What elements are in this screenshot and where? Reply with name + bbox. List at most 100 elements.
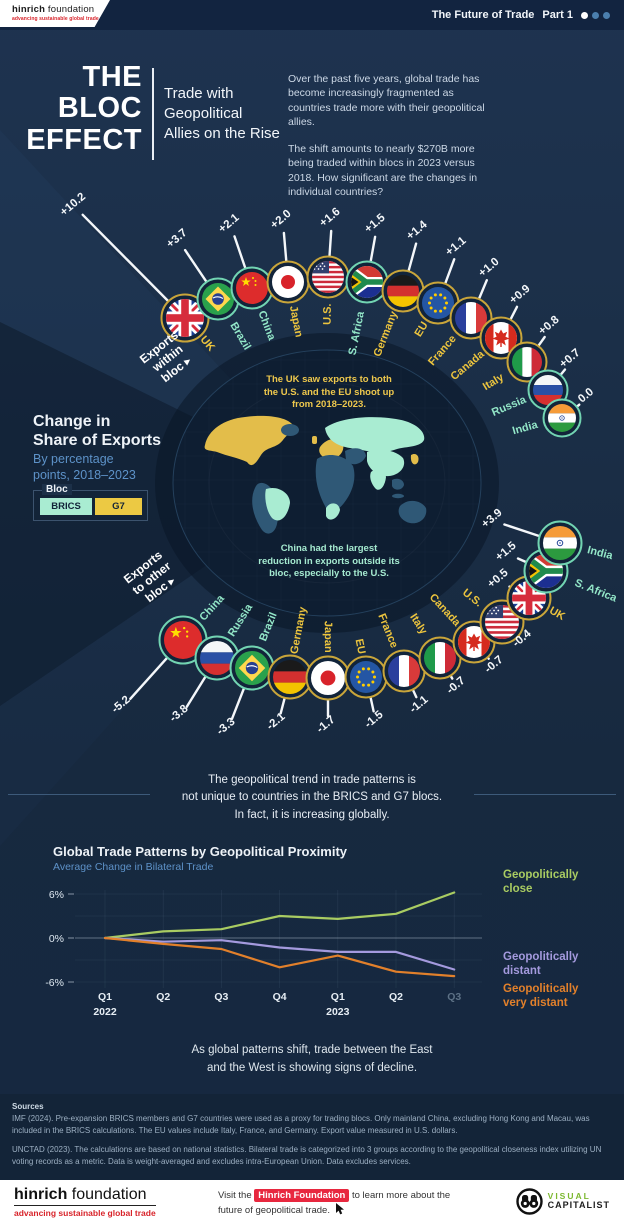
within-bloc-value-za: +1.5 — [363, 211, 389, 235]
series-line-2 — [103, 936, 456, 978]
other-bloc-node-fr[interactable] — [382, 649, 426, 693]
within-bloc-node-ca[interactable] — [479, 316, 523, 360]
within-bloc-country-ca: Canada — [449, 348, 488, 383]
other-bloc-value-it: -0.7 — [445, 675, 468, 697]
map-north-america — [204, 415, 294, 466]
other-bloc-value-br: -3.3 — [215, 716, 238, 738]
global-trade-line-chart: 6% 0% -6% Q1 2022 Q2 Q3 Q4 Q1 2023 Q2 Q3 Geopolitica… — [45, 869, 579, 1018]
part-dot-3[interactable] — [603, 11, 610, 19]
footer-hinrich-tagline: advancing sustainable global trade — [14, 1208, 156, 1218]
other-bloc-node-jp[interactable] — [305, 655, 351, 701]
within-bloc-node-fr[interactable] — [449, 296, 493, 340]
bloc-legend-title: Bloc — [42, 484, 72, 495]
chart-section-subheading: By percentage points, 2018–2023 — [33, 452, 136, 482]
hinrich-logo[interactable]: hinrich foundation advancing sustainable… — [0, 0, 110, 27]
other-bloc-node-br[interactable] — [229, 645, 275, 691]
within-bloc-node-za[interactable] — [345, 260, 389, 304]
part-dot-2[interactable] — [592, 11, 599, 19]
other-bloc-country-za: S. Africa — [573, 577, 619, 605]
map-annotation-china: China had the largest reduction in expor… — [258, 543, 400, 580]
within-bloc-value-fr: +1.0 — [477, 256, 502, 280]
map-africa — [315, 455, 355, 512]
bloc-legend: Bloc BRICS G7 — [33, 484, 148, 521]
other-bloc-country-jp: Japan — [322, 621, 334, 653]
within-bloc-node-in[interactable] — [542, 398, 582, 438]
hinrich-foundation-link[interactable]: Hinrich Foundation — [254, 1189, 350, 1202]
page-title: THE BLOC EFFECT — [26, 61, 142, 156]
x-year-2023: 2023 — [326, 1006, 350, 1018]
within-bloc-leader-uk — [81, 213, 170, 303]
other-bloc-node-it[interactable] — [418, 636, 462, 680]
within-bloc-country-cn: China — [255, 309, 277, 343]
map-australia — [398, 500, 427, 524]
middle-note: The geopolitical trend in trade patterns… — [181, 774, 443, 821]
conclusion-text: As global patterns shift, trade between … — [191, 1044, 433, 1074]
legend-chip-brics[interactable]: BRICS — [40, 498, 92, 515]
x-tick-6: Q3 — [447, 991, 461, 1003]
other-bloc-node-de[interactable] — [267, 654, 313, 700]
hinrich-logo-tagline: advancing sustainable global trade — [12, 16, 99, 22]
within-bloc-country-eu: EU — [413, 320, 431, 339]
within-bloc-value-ca: +0.9 — [508, 283, 533, 307]
part-pagination-dots[interactable] — [581, 11, 610, 19]
within-bloc-node-us[interactable] — [306, 255, 350, 299]
visual-capitalist-logo[interactable]: VISUAL CAPITALIST — [515, 1188, 610, 1215]
part-dot-1[interactable] — [581, 11, 588, 19]
within-bloc-node-br[interactable] — [196, 277, 240, 321]
within-bloc-node-jp[interactable] — [266, 260, 310, 304]
within-bloc-leader-jp — [282, 231, 288, 263]
legend-1-line1: Geopolitically — [503, 951, 579, 963]
within-bloc-country-us: U.S. — [322, 303, 334, 324]
footer-hinrich-logo[interactable]: hinrich foundation advancing sustainable… — [14, 1186, 156, 1218]
other-bloc-node-in[interactable] — [537, 520, 583, 566]
within-bloc-leader-ru — [559, 368, 567, 376]
within-bloc-value-in: 0.0 — [576, 386, 596, 405]
within-bloc-leader-br — [183, 248, 208, 283]
legend-chip-g7[interactable]: G7 — [95, 498, 142, 515]
sources-block: Sources IMF (2024). Pre-expansion BRICS … — [12, 1102, 612, 1175]
within-bloc-leader-za — [369, 235, 377, 263]
x-tick-2: Q3 — [214, 991, 228, 1003]
other-bloc-leader-fr — [411, 688, 418, 699]
within-bloc-leader-de — [407, 242, 418, 272]
within-bloc-leader-fr — [477, 279, 488, 300]
map-brazil — [265, 487, 290, 521]
map-uk — [312, 436, 317, 444]
within-bloc-country-in: India — [511, 419, 540, 438]
within-bloc-leader-cn — [233, 235, 247, 270]
series-title-group: The Future of Trade Part 1 — [432, 0, 610, 30]
other-bloc-leader-ru — [185, 675, 207, 708]
x-tick-1: Q2 — [156, 991, 170, 1003]
other-bloc-value-uk: +0.5 — [486, 566, 512, 590]
footer-cta: Visit the Hinrich Foundation to learn mo… — [218, 1189, 451, 1217]
note-divider-right — [474, 794, 616, 795]
cursor-icon — [335, 1203, 344, 1215]
within-bloc-node-de[interactable] — [381, 269, 425, 313]
within-bloc-node-eu[interactable] — [416, 281, 460, 325]
other-bloc-node-eu[interactable] — [344, 655, 388, 699]
title-divider — [152, 68, 154, 160]
within-bloc-value-it: +0.8 — [537, 313, 563, 337]
within-bloc-value-br: +3.7 — [165, 227, 190, 251]
x-tick-3: Q4 — [273, 991, 287, 1003]
other-bloc-node-ru[interactable] — [194, 635, 240, 681]
within-bloc-node-it[interactable] — [506, 341, 548, 383]
legend-0-line1: Geopolitically — [503, 869, 579, 881]
other-bloc-value-eu: -1.5 — [363, 708, 386, 730]
footer: hinrich foundation advancing sustainable… — [0, 1180, 624, 1222]
chart-subtitle: Average Change in Bilateral Trade — [53, 861, 214, 873]
within-bloc-value-ru: +0.7 — [558, 347, 583, 371]
within-bloc-node-cn[interactable] — [230, 266, 274, 310]
within-bloc-country-ru: Russia — [490, 393, 529, 418]
within-bloc-value-de: +1.4 — [405, 218, 431, 242]
source-item-2: UNCTAD (2023). The calculations are base… — [12, 1145, 602, 1166]
chart-section-heading: Change in Share of Exports — [33, 413, 162, 450]
x-tick-5: Q2 — [389, 991, 403, 1003]
page-subtitle: Trade with Geopolitical Allies on the Ri… — [164, 85, 280, 142]
x-tick-0: Q1 — [98, 991, 112, 1003]
chart-title: Global Trade Patterns by Geopolitical Pr… — [53, 844, 348, 859]
bloc-legend-chips: BRICS G7 — [34, 491, 147, 515]
map-russia — [325, 417, 425, 453]
